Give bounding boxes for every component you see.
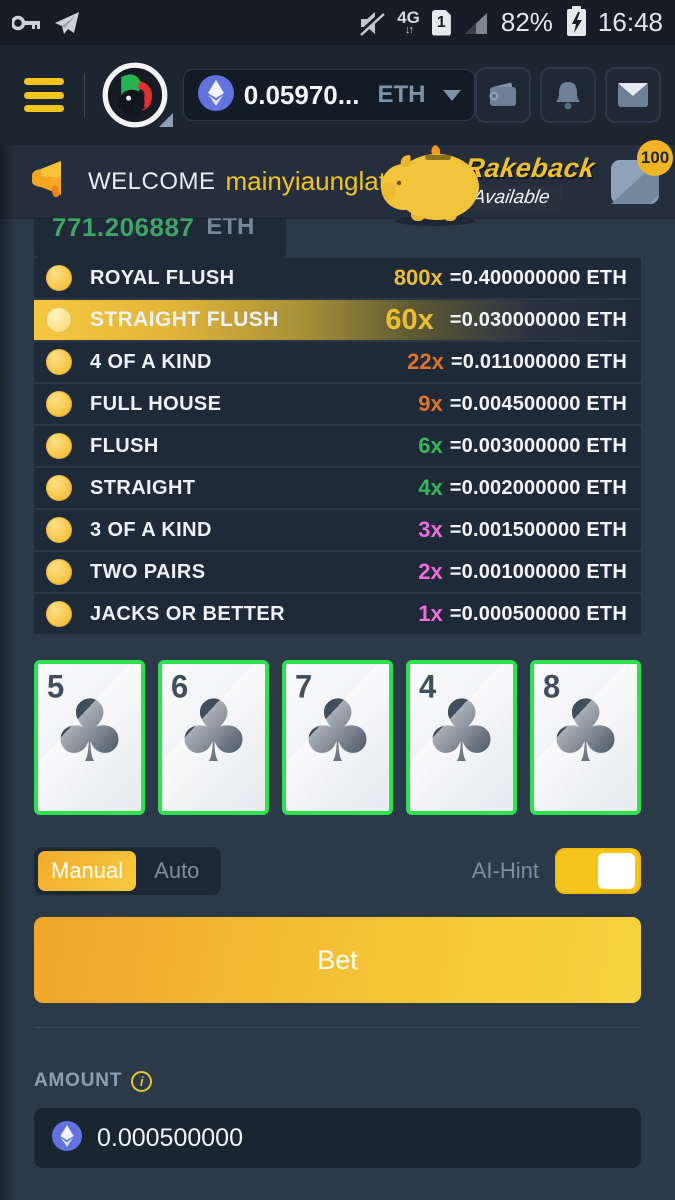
payout-value: =0.030000000 ETH	[449, 308, 627, 331]
paytable-row-3-of-a-kind[interactable]: 3 OF A KIND 3x =0.001500000 ETH	[34, 510, 641, 550]
playing-card-1[interactable]: 5 ♣	[34, 660, 145, 815]
paytable-row-jacks-or-better[interactable]: JACKS OR BETTER 1x =0.000500000 ETH	[34, 594, 641, 634]
coin-icon	[46, 601, 72, 627]
paytable-row-straight-flush[interactable]: STRAIGHT FLUSH 60x =0.030000000 ETH	[34, 300, 641, 340]
payout-value: =0.001000000 ETH	[449, 560, 627, 583]
multiplier: 1x	[418, 601, 443, 626]
paytable-row-flush[interactable]: FLUSH 6x =0.003000000 ETH	[34, 426, 641, 466]
welcome-label: WELCOME	[88, 167, 216, 195]
amount-label: AMOUNT	[34, 1070, 123, 1091]
chat-button[interactable]: 100	[607, 139, 673, 212]
battery-icon	[566, 6, 586, 36]
auto-mode-tab[interactable]: Auto	[154, 858, 200, 883]
payout-value: =0.003000000 ETH	[449, 434, 627, 457]
amount-value: 0.000500000	[97, 1123, 243, 1152]
left-edge-shadow	[0, 145, 15, 1200]
multiplier: 2x	[418, 559, 443, 584]
wallet-button[interactable]	[475, 67, 531, 123]
key-icon	[12, 13, 42, 33]
multiplier: 800x	[393, 265, 443, 290]
playing-card-5[interactable]: 8 ♣	[530, 660, 641, 815]
signal-strength-icon	[463, 11, 489, 35]
toggle-knob	[598, 853, 635, 889]
payout-value: =0.011000000 ETH	[450, 350, 627, 373]
club-suit-icon: ♣	[50, 682, 129, 783]
piggy-bank-icon	[377, 143, 489, 232]
multiplier: 22x	[407, 349, 444, 374]
welcome-banner: WELCOME mainyiaunglatt ... Rakeba	[0, 139, 675, 226]
amount-input[interactable]: 0.000500000	[34, 1108, 641, 1168]
club-suit-icon: ♣	[174, 682, 253, 783]
status-bar: 4G ↓↑ 1 82% 16:48	[0, 0, 675, 45]
multiplier: 9x	[418, 391, 443, 416]
mute-icon	[357, 10, 386, 36]
balance-currency: ETH	[377, 81, 426, 108]
app-header: 0.05970... ETH	[0, 45, 675, 145]
eth-coin-icon	[197, 74, 234, 116]
coin-icon	[46, 265, 72, 291]
ai-hint-toggle[interactable]	[555, 848, 641, 894]
logo-corner-caret-icon	[158, 113, 173, 127]
payout-value: =0.002000000 ETH	[449, 476, 627, 499]
ai-hint-label: AI-Hint	[471, 858, 539, 883]
clock-text: 16:48	[597, 7, 663, 37]
coin-icon	[46, 433, 72, 459]
paytable-row-royal-flush[interactable]: ROYAL FLUSH 800x =0.400000000 ETH	[34, 258, 641, 298]
playing-card-3[interactable]: 7 ♣	[282, 660, 393, 815]
payout-value: =0.000500000 ETH	[449, 602, 627, 625]
balance-amount: 0.05970...	[243, 79, 360, 110]
coin-icon	[46, 307, 72, 333]
card-hand: 5 ♣ 6 ♣ 7 ♣ 4 ♣ 8 ♣	[34, 660, 641, 815]
eth-coin-icon	[52, 1120, 82, 1156]
multiplier: 6x	[418, 433, 443, 458]
header-actions	[475, 67, 661, 123]
battery-percent-text: 82%	[500, 7, 553, 37]
coin-icon	[46, 559, 72, 585]
club-suit-icon: ♣	[298, 682, 377, 783]
brand-logo[interactable]	[101, 61, 173, 129]
coin-icon	[46, 349, 72, 375]
paytable: ROYAL FLUSH 800x =0.400000000 ETH STRAIG…	[34, 258, 641, 634]
club-suit-icon: ♣	[546, 682, 625, 783]
paytable-row-straight[interactable]: STRAIGHT 4x =0.002000000 ETH	[34, 468, 641, 508]
paytable-row-two-pairs[interactable]: TWO PAIRS 2x =0.001000000 ETH	[34, 552, 641, 592]
multiplier: 60x	[385, 303, 434, 336]
club-suit-icon: ♣	[422, 682, 501, 783]
mode-switch: Manual Auto	[34, 847, 222, 895]
network-4g-icon: 4G ↓↑	[397, 8, 420, 36]
multiplier: 3x	[418, 517, 443, 542]
coin-icon	[46, 517, 72, 543]
payout-value: =0.400000000 ETH	[449, 266, 627, 289]
paytable-row-full-house[interactable]: FULL HOUSE 9x =0.004500000 ETH	[34, 384, 641, 424]
payout-value: =0.004500000 ETH	[449, 392, 627, 415]
payout-value: =0.001500000 ETH	[449, 518, 627, 541]
coin-icon	[46, 475, 72, 501]
paytable-row-4-of-a-kind[interactable]: 4 OF A KIND 22x =0.011000000 ETH	[34, 342, 641, 382]
menu-hamburger-button[interactable]	[24, 78, 64, 112]
mail-button[interactable]	[605, 67, 661, 123]
chat-badge: 100	[637, 139, 673, 176]
bet-button[interactable]: Bet	[34, 917, 641, 1003]
playing-card-2[interactable]: 6 ♣	[158, 660, 269, 815]
balance-dropdown[interactable]: 0.05970... ETH	[182, 69, 475, 121]
amount-label-row: AMOUNT i	[34, 1070, 675, 1092]
notifications-button[interactable]	[540, 67, 596, 123]
bet-controls: Manual Auto AI-Hint	[34, 847, 641, 895]
rakeback-promo[interactable]: Rakeback Available 100	[377, 139, 673, 226]
megaphone-icon	[28, 159, 70, 204]
playing-card-4[interactable]: 4 ♣	[406, 660, 517, 815]
telegram-icon	[54, 11, 80, 35]
multiplier: 4x	[418, 475, 443, 500]
header-divider	[83, 73, 85, 117]
section-divider	[34, 1027, 641, 1028]
sim-card-icon: 1	[431, 9, 451, 36]
coin-icon	[46, 391, 72, 417]
manual-mode-tab[interactable]: Manual	[38, 851, 137, 891]
chevron-down-icon	[443, 89, 462, 101]
info-icon[interactable]: i	[131, 1070, 153, 1092]
